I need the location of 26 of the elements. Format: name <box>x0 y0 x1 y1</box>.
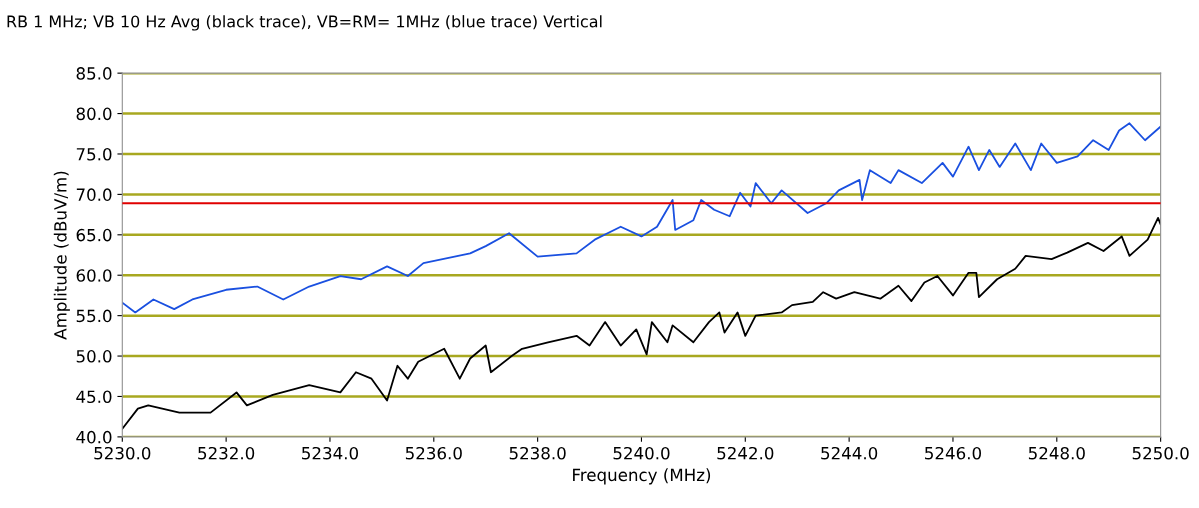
y-tick-label: 70.0 <box>76 188 112 201</box>
x-tick-label: 5248.0 <box>1028 446 1085 460</box>
x-tick-label: 5238.0 <box>509 446 566 460</box>
x-tick-label: 5250.0 <box>1132 446 1189 460</box>
x-axis-title: Frequency (MHz) <box>573 468 711 485</box>
x-tick-label: 5232.0 <box>198 446 255 460</box>
x-tick-label: 5244.0 <box>821 446 878 460</box>
y-axis-title: Amplitude (dBuV/m) <box>53 171 70 340</box>
x-tick-label: 5246.0 <box>925 446 982 460</box>
x-tick-label: 5236.0 <box>405 446 462 460</box>
y-tick-label: 60.0 <box>76 269 112 282</box>
line-series <box>122 122 1161 314</box>
x-tick-label: 5234.0 <box>302 446 359 460</box>
y-tick-label: 40.0 <box>76 430 112 444</box>
y-tick-label: 55.0 <box>76 309 112 323</box>
x-tick-label: 5240.0 <box>613 446 670 460</box>
line-series <box>122 216 1161 430</box>
y-tick-label: 50.0 <box>76 350 112 363</box>
y-tick-label: 80.0 <box>76 107 112 121</box>
x-tick-label: 5242.0 <box>717 446 774 460</box>
y-tick-label: 85.0 <box>76 67 112 80</box>
y-tick-label: 65.0 <box>76 228 112 242</box>
y-tick-label: 45.0 <box>76 390 112 404</box>
y-tick-label: 75.0 <box>76 147 112 161</box>
chart-title: RB 1 MHz; VB 10 Hz Avg (black trace), VB=RM= 1MHz (blue trace) Vertical <box>7 15 602 31</box>
x-tick-label: 5230.0 <box>94 446 151 460</box>
